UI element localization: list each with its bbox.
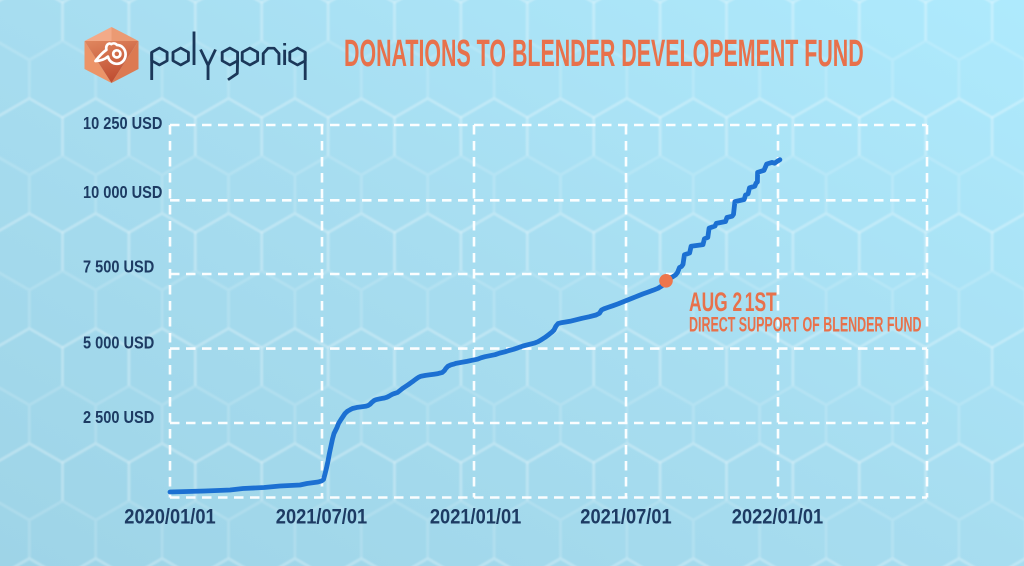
svg-text:10 000 USD: 10 000 USD [83, 183, 162, 203]
svg-text:DONATIONS TO BLENDER DEVELOPEM: DONATIONS TO BLENDER DEVELOPEMENT FUND [344, 32, 864, 75]
svg-text:AUG 21ST: AUG 21ST [689, 286, 777, 317]
svg-text:2022/01/01: 2022/01/01 [732, 505, 823, 528]
svg-text:2020/01/01: 2020/01/01 [124, 505, 215, 528]
svg-text:DIRECT SUPPORT OF BLENDER FUND: DIRECT SUPPORT OF BLENDER FUND [689, 312, 922, 337]
svg-text:2021/01/01: 2021/01/01 [430, 505, 521, 528]
svg-text:5 000 USD: 5 000 USD [83, 333, 154, 353]
svg-text:7 500 USD: 7 500 USD [83, 257, 154, 277]
svg-text:2021/07/01: 2021/07/01 [276, 505, 367, 528]
svg-text:2021/07/01: 2021/07/01 [580, 505, 671, 528]
svg-text:10 250 USD: 10 250 USD [83, 114, 162, 134]
svg-text:2 500 USD: 2 500 USD [83, 408, 154, 428]
